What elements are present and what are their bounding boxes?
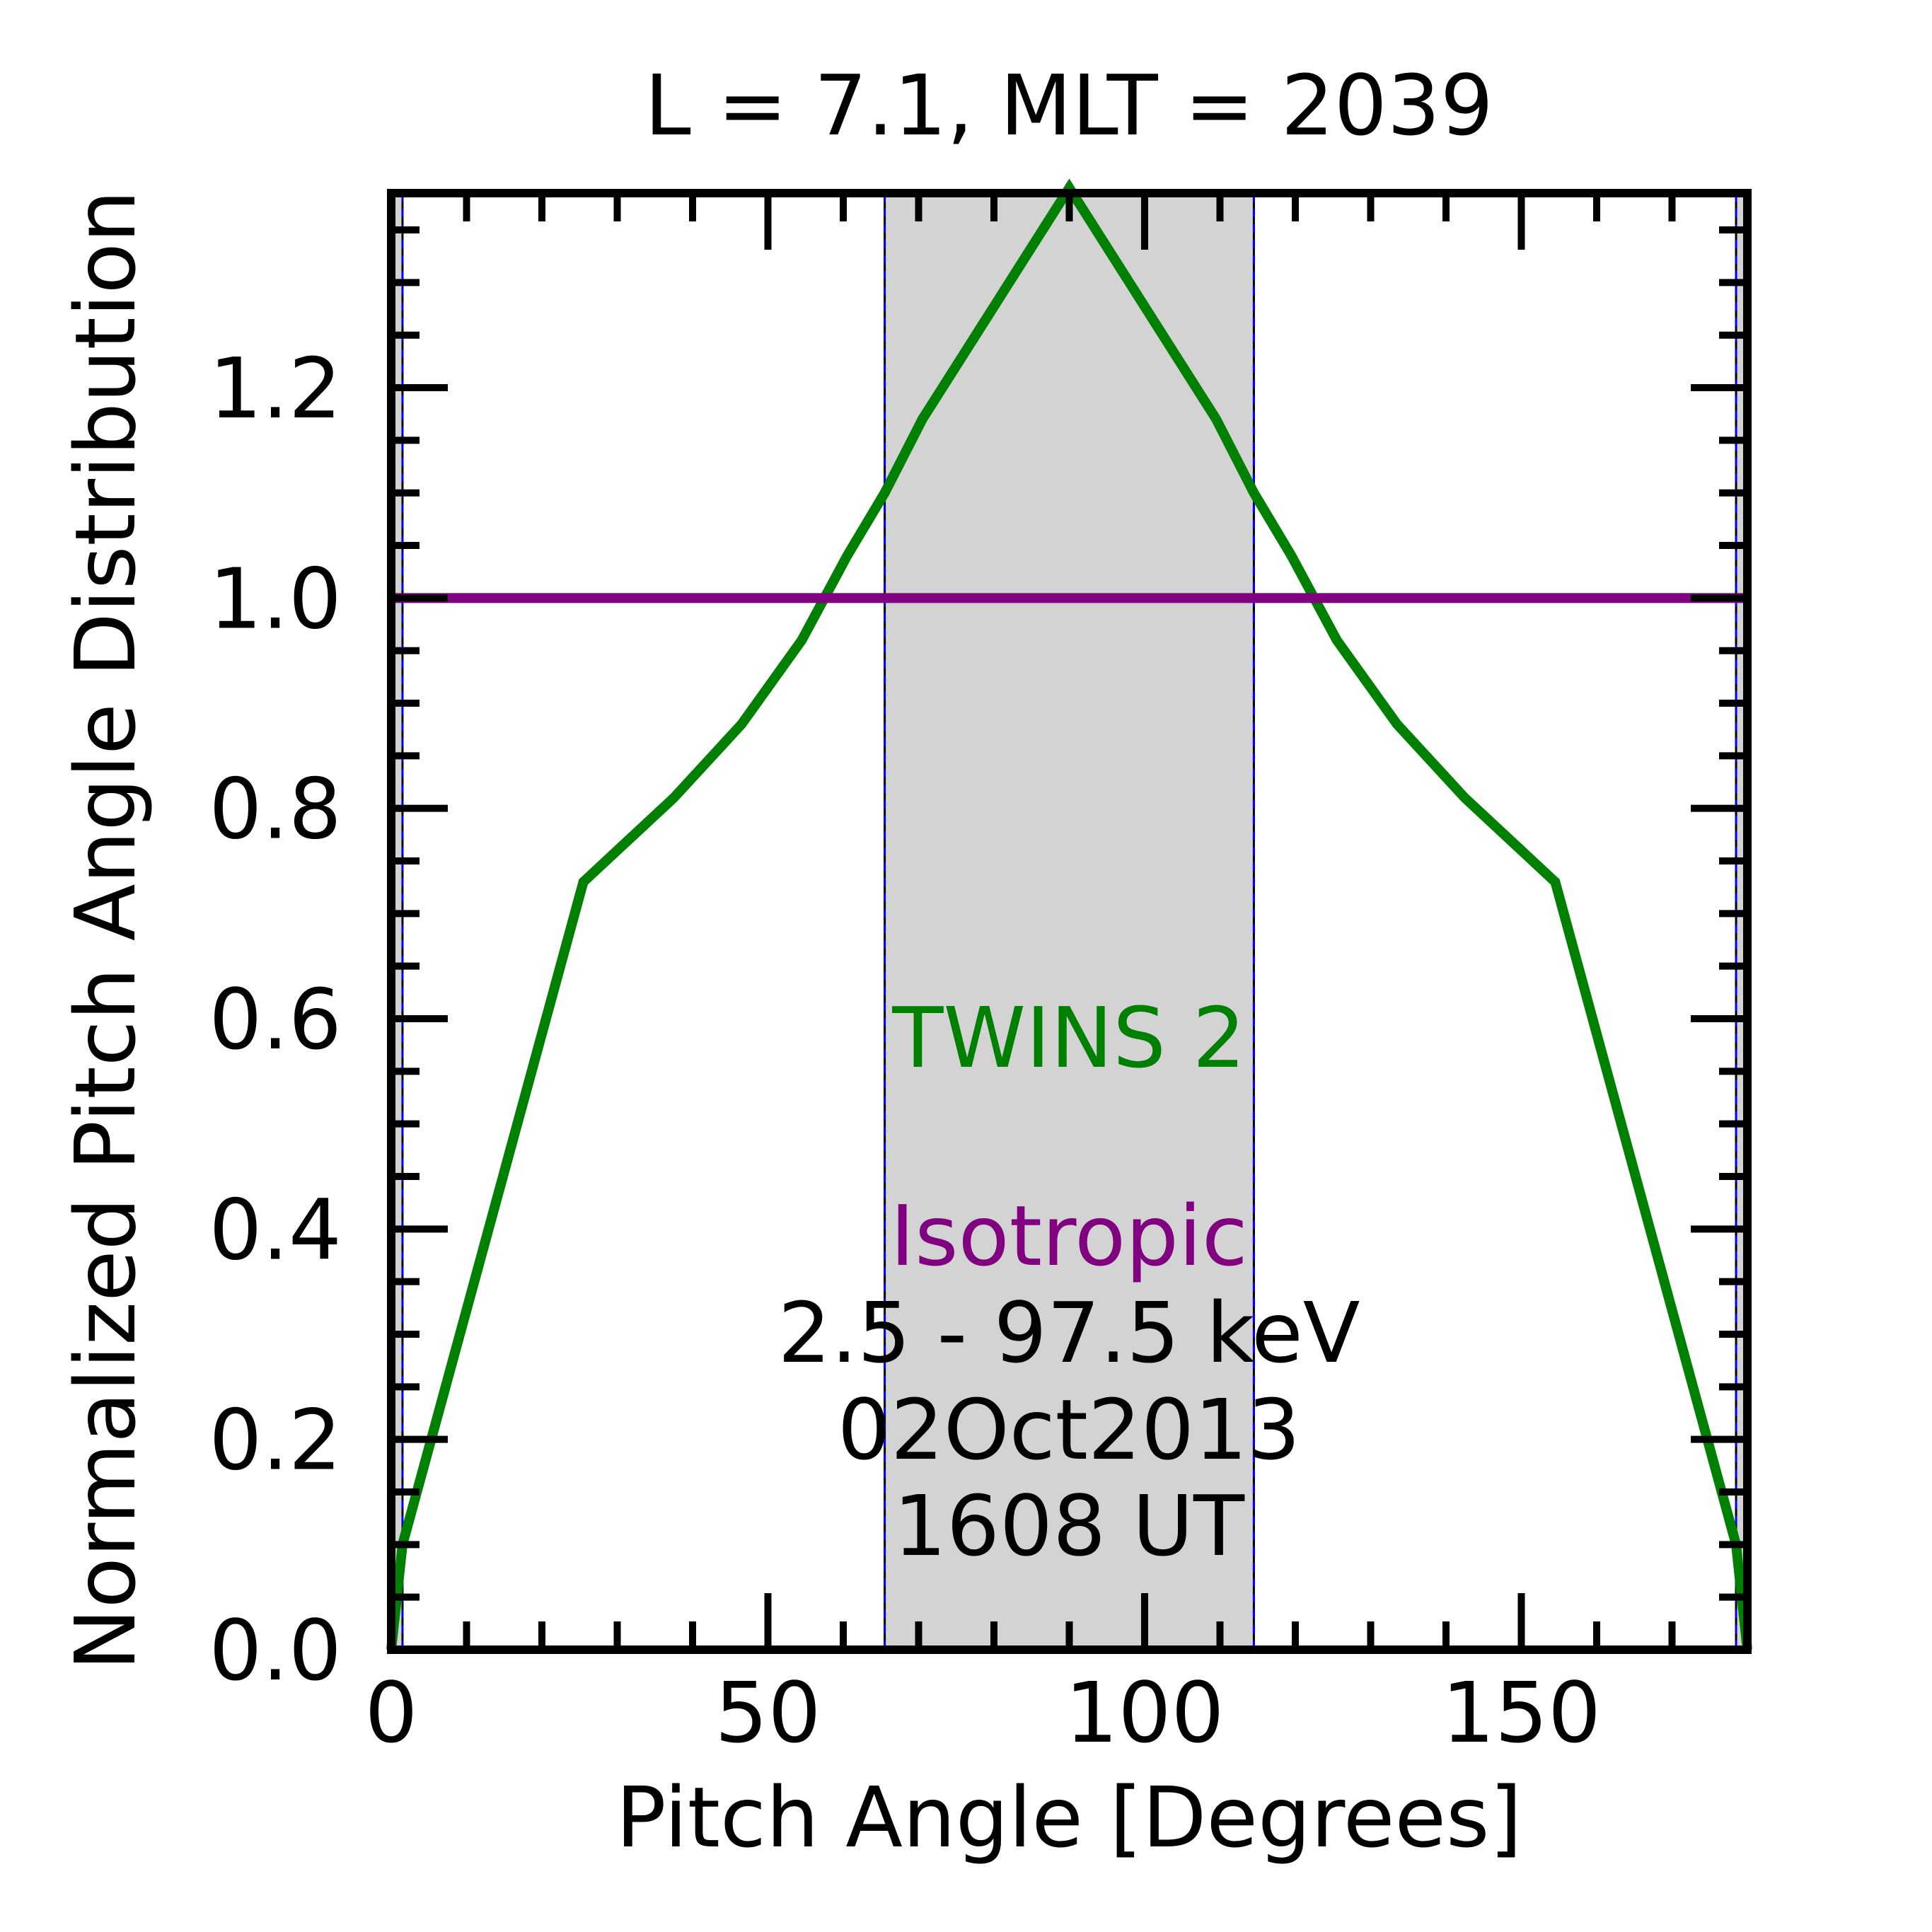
x-tick-label: 150 bbox=[1442, 1664, 1601, 1762]
y-tick-label: 0.0 bbox=[209, 1602, 342, 1699]
series-label-isotropic: Isotropic bbox=[890, 1187, 1247, 1285]
shaded-region bbox=[884, 193, 1254, 1650]
y-tick-label: 0.4 bbox=[209, 1181, 342, 1278]
x-tick-label: 0 bbox=[364, 1664, 417, 1762]
x-tick-label: 100 bbox=[1065, 1664, 1224, 1762]
chart-title: L = 7.1, MLT = 2039 bbox=[644, 57, 1493, 154]
y-tick-label: 0.2 bbox=[209, 1392, 342, 1489]
energy-range-label: 2.5 - 97.5 keV bbox=[778, 1284, 1360, 1382]
x-tick-label: 50 bbox=[715, 1664, 821, 1762]
y-axis-label: Normalized Pitch Angle Distribution bbox=[57, 190, 154, 1670]
y-tick-label: 1.2 bbox=[209, 340, 342, 437]
y-tick-label: 0.6 bbox=[209, 971, 342, 1068]
date-label: 02Oct2013 bbox=[838, 1381, 1300, 1479]
plot-area bbox=[386, 178, 1752, 1654]
x-axis-label: Pitch Angle [Degrees] bbox=[615, 1769, 1522, 1866]
plot-frame bbox=[387, 189, 1752, 1654]
series-line-0 bbox=[386, 178, 1752, 1650]
time-label: 1608 UT bbox=[893, 1477, 1245, 1575]
y-tick-label: 0.8 bbox=[209, 760, 342, 858]
y-tick-label: 1.0 bbox=[209, 550, 342, 647]
series-label-twins2: TWINS 2 bbox=[891, 989, 1245, 1087]
